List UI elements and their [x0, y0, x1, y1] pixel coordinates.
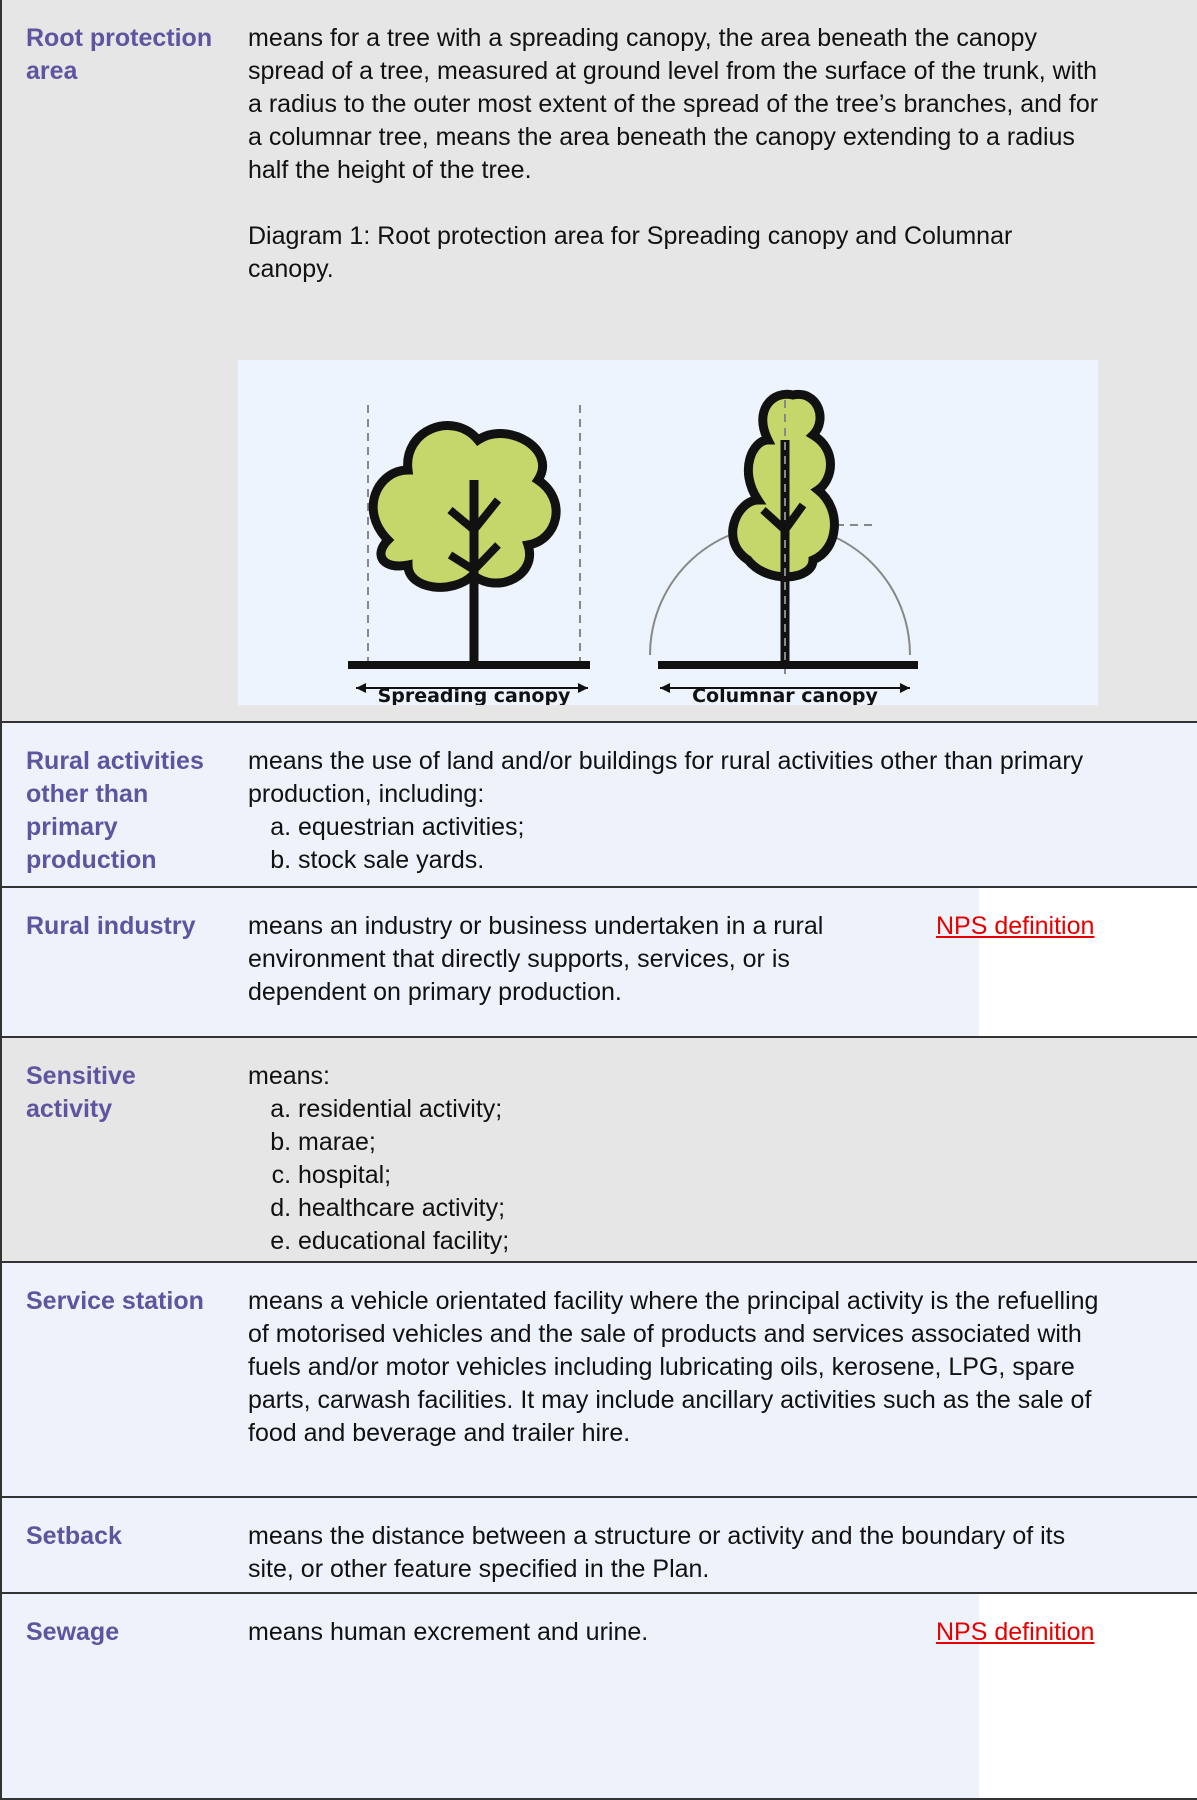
definition: means human excrement and urine. — [248, 1616, 908, 1682]
diagram: Spreading canopy Columnar canopy — [238, 360, 1098, 707]
list-item: healthcare activity; — [298, 1192, 1102, 1225]
term: Rural industry — [26, 912, 196, 940]
table-row: Rural industry means an industry or busin… — [2, 888, 1197, 1038]
tree-diagram: Spreading canopy Columnar canopy — [348, 389, 918, 707]
definition-paragraph: means: — [248, 1062, 330, 1090]
definition: means the use of land and/or buildings f… — [248, 745, 1102, 877]
table-row: Setback means the distance between a stru… — [2, 1498, 1197, 1594]
definition-list: equestrian activities;stock sale yards. — [248, 811, 1102, 877]
term: Sewage — [26, 1618, 120, 1646]
table-row: Service station means a vehicle orientate… — [2, 1263, 1197, 1498]
definition-paragraph: Diagram 1: Root protection area for Spre… — [248, 222, 1013, 283]
definition-paragraph: means the use of land and/or buildings f… — [248, 747, 1084, 808]
definition-paragraph: means for a tree with a spreading canopy… — [248, 24, 1099, 184]
nps-link[interactable]: NPS definition — [936, 912, 1095, 940]
list-item: equestrian activities; — [298, 811, 1102, 844]
term: Sensitive activity — [26, 1062, 136, 1123]
list-item: stock sale yards. — [298, 844, 1102, 877]
term: Rural activities other than primary prod… — [26, 747, 204, 874]
list-item: hospital; — [298, 1159, 1102, 1192]
term: Service station — [26, 1287, 204, 1315]
table-row: Root protection area means for a tree wit… — [2, 0, 1197, 723]
link-cell — [979, 888, 1197, 1036]
link-cell — [979, 1594, 1197, 1798]
diagram-label: Spreading canopy — [378, 685, 571, 705]
definition-paragraph: means human excrement and urine. — [248, 1618, 649, 1646]
definition-paragraph: means an industry or business undertaken… — [248, 912, 824, 1006]
definition: means the distance between a structure o… — [248, 1520, 1102, 1619]
definition: means for a tree with a spreading canopy… — [248, 22, 1102, 319]
diagram-label: Columnar canopy — [692, 685, 878, 705]
list-item: educational facility; — [298, 1225, 1102, 1258]
definition: means a vehicle orientated facility wher… — [248, 1285, 1102, 1483]
table-row: Sensitive activity means: residential acti… — [2, 1038, 1197, 1354]
term: Root protection area — [26, 24, 213, 85]
list-item: marae; — [298, 1126, 1102, 1159]
table-row: Rural activities other than primary prod… — [2, 723, 1197, 888]
nps-link[interactable]: NPS definition — [936, 1618, 1095, 1646]
table-row: Sewage means human excrement and urine. NP… — [2, 1594, 1197, 1800]
definition-paragraph: means a vehicle orientated facility wher… — [248, 1287, 1099, 1447]
definition-paragraph: means the distance between a structure o… — [248, 1522, 1066, 1583]
columnar-tree — [649, 389, 918, 693]
spreading-tree — [348, 405, 590, 693]
definition: means an industry or business undertaken… — [248, 910, 908, 1042]
list-item: residential activity; — [298, 1093, 1102, 1126]
term: Setback — [26, 1522, 122, 1550]
